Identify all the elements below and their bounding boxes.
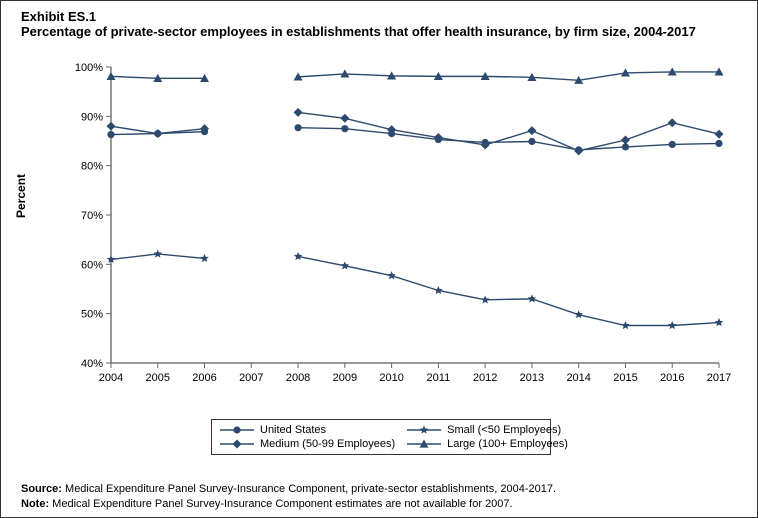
svg-text:2007: 2007	[239, 372, 263, 384]
svg-text:2011: 2011	[427, 372, 451, 384]
plot-area: 40% 50% 60% 70% 80% 90% 100% 2004 2005 2006 2007 20…	[71, 61, 731, 391]
svg-text:2005: 2005	[146, 372, 170, 384]
note-text: Medical Expenditure Panel Survey-Insuran…	[49, 498, 512, 510]
title-block: Exhibit ES.1 Percentage of private-secto…	[21, 9, 696, 39]
svg-text:70%: 70%	[81, 210, 103, 222]
svg-text:60%: 60%	[81, 259, 103, 271]
svg-text:2010: 2010	[379, 372, 403, 384]
legend-item: Small (<50 Employees)	[407, 424, 568, 436]
legend-item: United States	[220, 424, 395, 436]
svg-text:100%: 100%	[75, 62, 103, 74]
source-text: Medical Expenditure Panel Survey-Insuran…	[62, 483, 556, 495]
legend: United StatesSmall (<50 Employees)Medium…	[211, 419, 551, 455]
chart-container: Exhibit ES.1 Percentage of private-secto…	[0, 0, 758, 518]
chart-title: Percentage of private-sector employees i…	[21, 24, 696, 39]
svg-text:2015: 2015	[613, 372, 637, 384]
legend-label: Medium (50-99 Employees)	[260, 438, 395, 450]
svg-text:2014: 2014	[566, 372, 590, 384]
diamond-icon	[220, 438, 254, 450]
svg-text:2004: 2004	[99, 372, 123, 384]
source-label: Source:	[21, 483, 62, 495]
svg-text:2009: 2009	[333, 372, 357, 384]
note-label: Note:	[21, 498, 49, 510]
source-line: Source: Medical Expenditure Panel Survey…	[21, 482, 556, 496]
svg-text:50%: 50%	[81, 309, 103, 321]
legend-label: Large (100+ Employees)	[447, 438, 568, 450]
legend-item: Medium (50-99 Employees)	[220, 438, 395, 450]
star-icon	[407, 424, 441, 436]
svg-text:40%: 40%	[81, 358, 103, 370]
footer-block: Source: Medical Expenditure Panel Survey…	[21, 482, 556, 511]
chart-svg: 40% 50% 60% 70% 80% 90% 100% 2004 2005 2006 2007 20…	[71, 61, 731, 391]
legend-label: United States	[260, 424, 326, 436]
svg-text:2016: 2016	[660, 372, 684, 384]
svg-text:2012: 2012	[473, 372, 497, 384]
svg-text:2006: 2006	[192, 372, 216, 384]
svg-text:2013: 2013	[520, 372, 544, 384]
svg-text:80%: 80%	[81, 161, 103, 173]
svg-text:2008: 2008	[286, 372, 310, 384]
circle-icon	[220, 424, 254, 436]
note-line: Note: Medical Expenditure Panel Survey-I…	[21, 497, 556, 511]
exhibit-label: Exhibit ES.1	[21, 9, 696, 24]
y-axis-label: Percent	[14, 174, 28, 218]
triangle-icon	[407, 438, 441, 450]
legend-label: Small (<50 Employees)	[447, 424, 561, 436]
svg-text:2017: 2017	[707, 372, 731, 384]
legend-item: Large (100+ Employees)	[407, 438, 568, 450]
svg-text:90%: 90%	[81, 111, 103, 123]
